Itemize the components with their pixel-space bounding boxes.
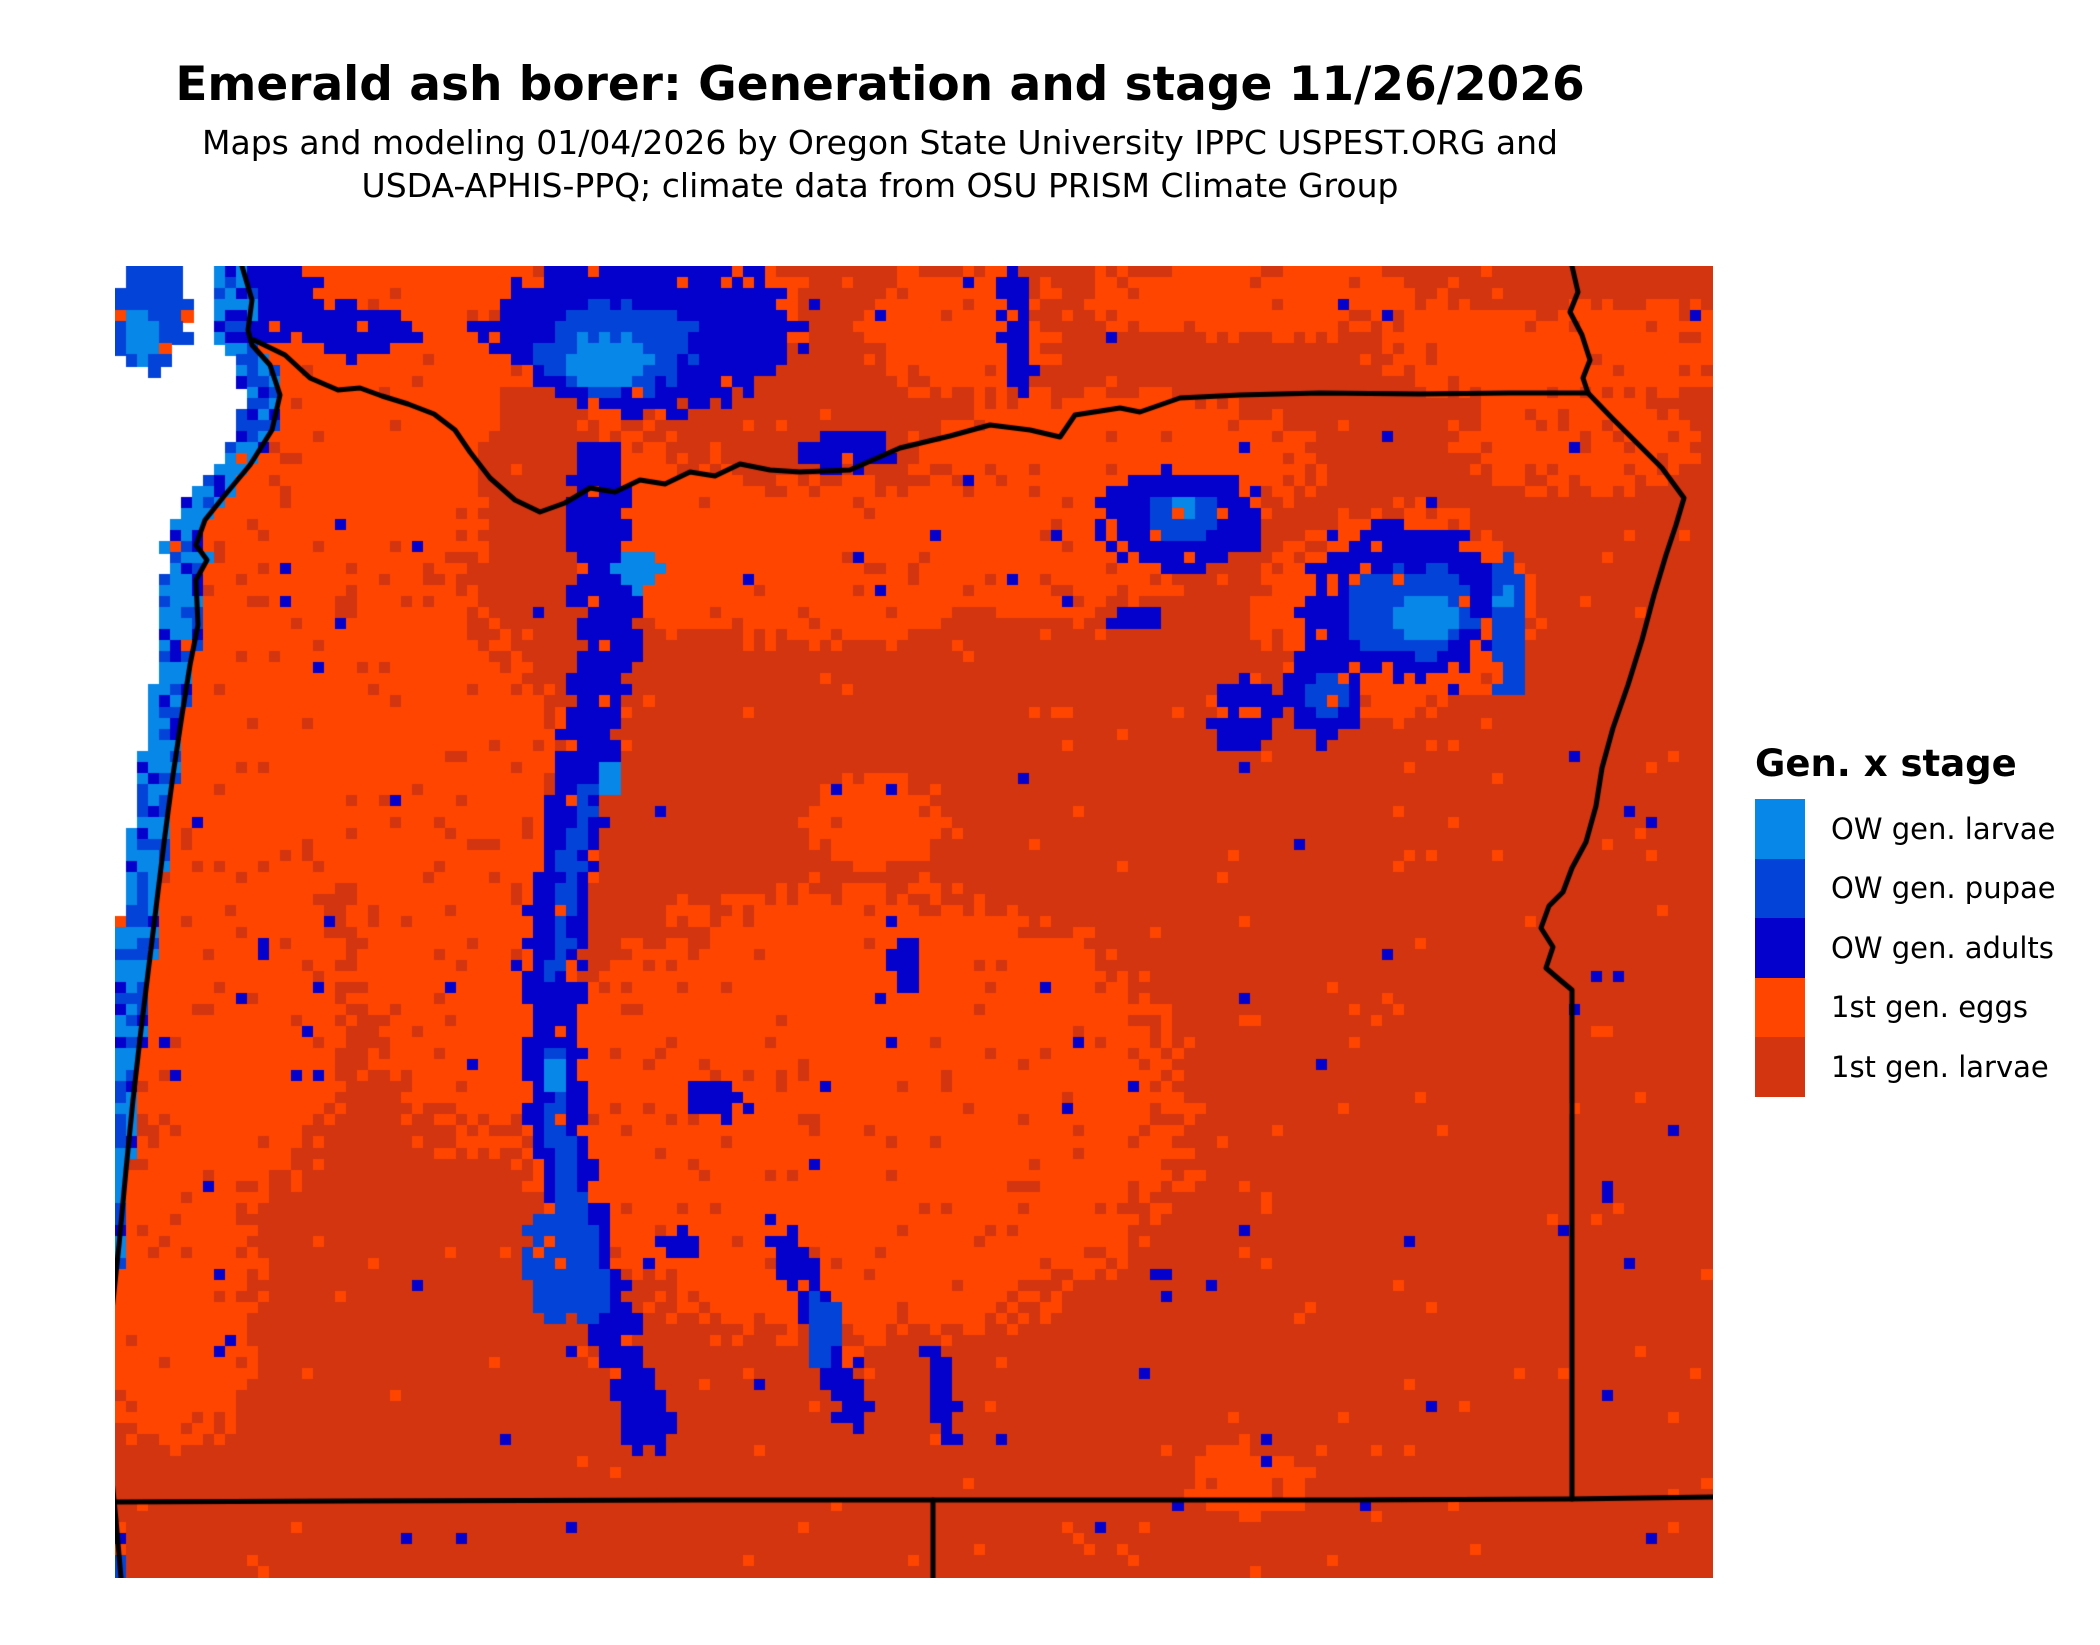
legend-swatch-ow-adults bbox=[1755, 918, 1805, 978]
legend-item-label: OW gen. pupae bbox=[1831, 871, 2056, 906]
map-canvas bbox=[115, 266, 1713, 1578]
subtitle-line-2: USDA-APHIS-PPQ; climate data from OSU PR… bbox=[361, 165, 1399, 205]
legend-title: Gen. x stage bbox=[1755, 742, 2017, 785]
legend-swatch-1st-larvae bbox=[1755, 1037, 1805, 1097]
legend-item: OW gen. larvae bbox=[1755, 799, 2095, 859]
legend-swatch-1st-eggs bbox=[1755, 977, 1805, 1037]
legend: Gen. x stage OW gen. larvae OW gen. pupa… bbox=[1755, 742, 2095, 1097]
legend-item-label: OW gen. adults bbox=[1831, 930, 2054, 965]
page-title: Emerald ash borer: Generation and stage … bbox=[175, 57, 1585, 112]
legend-item: 1st gen. larvae bbox=[1755, 1037, 2095, 1097]
legend-item: 1st gen. eggs bbox=[1755, 977, 2095, 1037]
legend-swatch-ow-larvae bbox=[1755, 799, 1805, 859]
legend-item-label: 1st gen. larvae bbox=[1831, 1049, 2049, 1084]
legend-swatch-ow-pupae bbox=[1755, 858, 1805, 918]
legend-item: OW gen. adults bbox=[1755, 918, 2095, 978]
legend-item-label: 1st gen. eggs bbox=[1831, 990, 2028, 1025]
subtitle-line-1: Maps and modeling 01/04/2026 by Oregon S… bbox=[202, 123, 1558, 163]
legend-rows: OW gen. larvae OW gen. pupae OW gen. adu… bbox=[1755, 799, 2095, 1097]
header: Emerald ash borer: Generation and stage … bbox=[0, 57, 1760, 208]
legend-item-label: OW gen. larvae bbox=[1831, 811, 2056, 846]
legend-item: OW gen. pupae bbox=[1755, 858, 2095, 918]
